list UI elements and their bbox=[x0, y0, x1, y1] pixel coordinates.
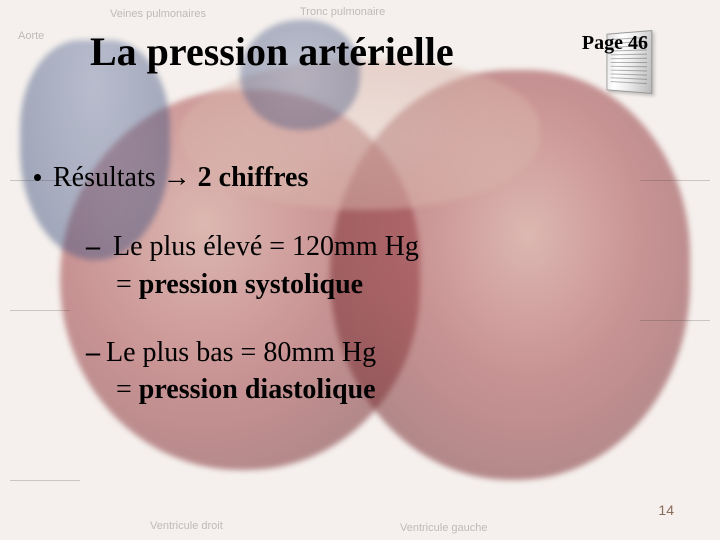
bullet-results-prefix: Résultats → bbox=[53, 162, 198, 193]
diastolic-line1: Le plus bas = 80mm Hg bbox=[106, 337, 376, 368]
sub-diastolic: –Le plus bas = 80mm Hg = pression diasto… bbox=[86, 334, 690, 410]
bullet-results-emph: 2 chiffres bbox=[198, 162, 309, 193]
systolic-line2-emph: pression systolique bbox=[139, 269, 363, 300]
slide-title: La pression artérielle bbox=[90, 28, 454, 75]
bullet-results: Résultats → 2 chiffres bbox=[34, 162, 690, 194]
page-reference-text: Page 46 bbox=[582, 32, 648, 55]
systolic-line2-prefix: = bbox=[116, 269, 139, 300]
diastolic-line2-prefix: = bbox=[116, 374, 139, 405]
slide-number: 14 bbox=[658, 502, 674, 518]
diastolic-line2-emph: pression diastolique bbox=[139, 374, 376, 405]
systolic-line1: Le plus élevé = 120mm Hg bbox=[113, 231, 419, 262]
sub-systolic: – Le plus élevé = 120mm Hg = pression sy… bbox=[86, 228, 690, 304]
